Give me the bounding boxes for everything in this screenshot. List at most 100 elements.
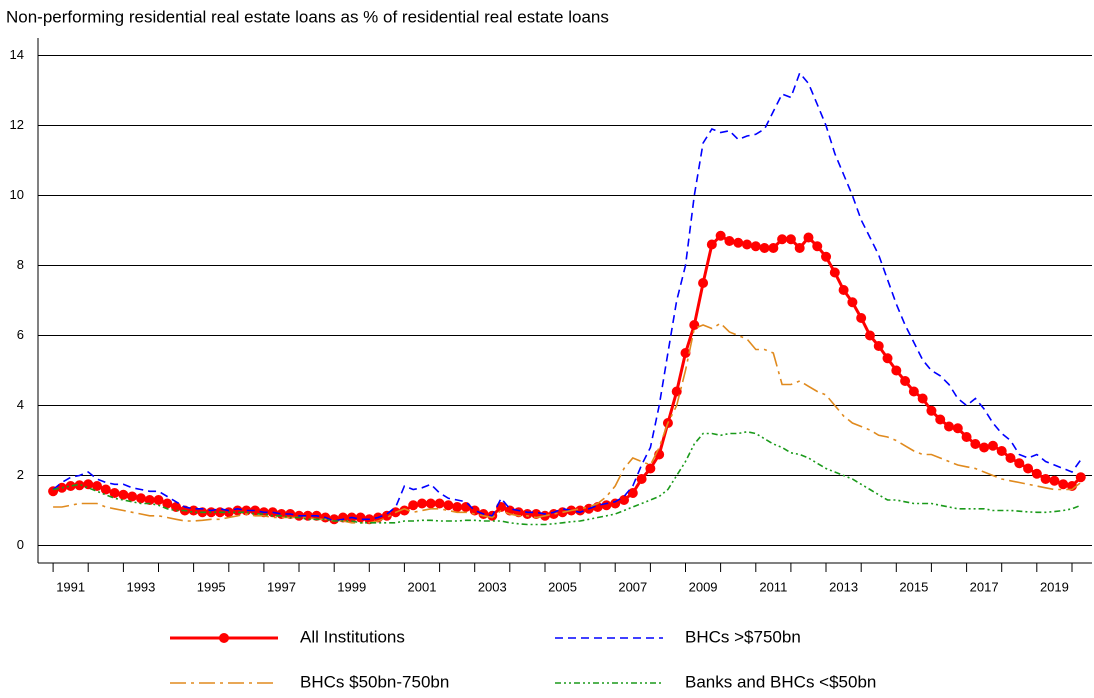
data-point [900,376,911,386]
data-point [1049,475,1060,486]
data-point [689,320,700,330]
data-point [724,236,735,246]
data-point [970,439,981,449]
legend-label: BHCs $50bn-750bn [300,672,449,691]
data-point [188,505,199,516]
data-point [627,488,638,498]
x-tick-label: 1993 [126,579,155,594]
data-point [135,493,146,504]
y-tick-label: 10 [10,187,24,202]
x-tick-label: 1997 [267,579,296,594]
data-point [698,278,709,288]
series-line [52,233,1082,521]
x-tick-label: 2015 [899,579,928,594]
data-point [821,251,832,262]
data-point [706,239,717,250]
data-point [750,241,761,252]
y-tick-label: 4 [17,397,24,412]
data-point [74,480,85,491]
data-point [381,510,392,521]
series-line [53,322,1082,524]
data-point [452,502,463,512]
y-tick-label: 12 [10,117,24,132]
x-tick-label: 2011 [759,579,787,594]
data-point [232,505,243,516]
data-point [671,386,682,397]
data-point [961,432,972,442]
y-tick-label: 0 [17,537,24,552]
data-point [425,498,436,509]
y-tick-label: 14 [10,47,24,62]
data-point [944,421,955,432]
data-point [882,353,893,364]
data-point [65,481,76,491]
data-point [153,495,164,505]
data-point [864,330,875,341]
data-point [829,267,840,278]
data-point [873,341,884,351]
x-tick-label: 2003 [478,579,507,594]
x-tick-label: 2017 [970,579,999,594]
data-point [1014,458,1025,469]
data-point [1031,468,1042,479]
data-point [100,484,111,495]
y-tick-label: 6 [17,327,24,342]
x-tick-label: 2005 [548,579,577,594]
data-point [1005,453,1016,463]
legend-marker [219,633,229,643]
data-point [1058,479,1069,490]
data-point [601,500,612,511]
data-point [575,505,586,516]
x-tick-label: 1999 [337,579,366,594]
data-point [803,232,814,243]
x-tick-label: 2013 [829,579,858,594]
chart-title: Non-performing residential real estate l… [6,7,609,26]
data-point [891,365,902,376]
data-point [979,442,990,453]
x-tick-label: 2019 [1040,579,1069,594]
data-point [434,498,445,509]
data-point [417,498,428,509]
x-tick-label: 2001 [408,579,437,594]
data-point [680,348,691,358]
data-point [935,414,946,425]
series-line [52,430,1082,526]
data-point [838,285,849,295]
x-tick-label: 2009 [689,579,718,594]
data-point [636,474,647,484]
legend-label: All Institutions [300,627,405,646]
data-point [926,405,937,416]
data-point [987,440,998,451]
data-point [92,481,103,491]
data-point [917,393,928,404]
x-tick-label: 1991 [56,579,85,594]
data-point [171,502,182,512]
data-point [741,239,752,250]
data-point [908,386,919,397]
data-point [794,243,805,253]
data-point [408,500,419,511]
data-point [768,243,779,253]
data-point [83,479,94,490]
data-point [127,491,138,502]
legend-label: Banks and BHCs <$50bn [685,672,876,691]
data-point [162,498,173,509]
y-tick-label: 2 [17,467,24,482]
data-point [399,505,410,516]
data-point [996,446,1007,456]
data-point [355,512,366,523]
data-point [144,495,155,505]
data-point [759,243,770,253]
data-point [733,237,744,248]
data-point [715,230,726,241]
data-point [460,502,471,512]
data-point [785,234,796,245]
data-point [619,495,630,505]
data-point [645,463,656,474]
data-point [1075,472,1086,483]
x-tick-label: 2007 [618,579,647,594]
data-point [48,486,59,497]
data-point [522,509,533,519]
data-point [1040,474,1051,484]
